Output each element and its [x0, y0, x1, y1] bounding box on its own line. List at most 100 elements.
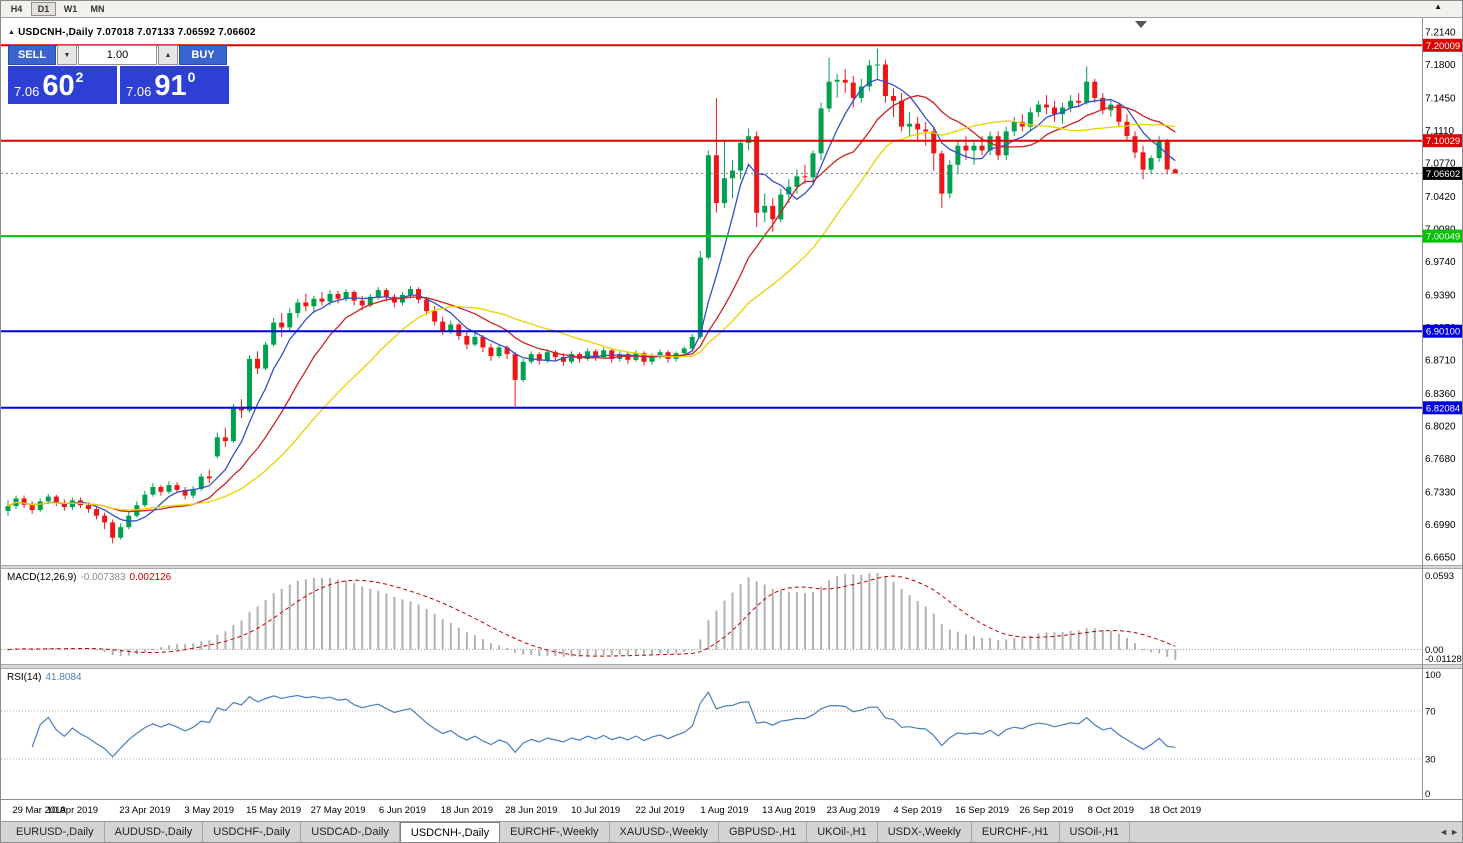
date-label: 13 Aug 2019 — [762, 805, 816, 816]
timeframe-w1-button[interactable]: W1 — [58, 2, 83, 16]
sell-price-panel[interactable]: 7.06 60 2 — [8, 66, 117, 104]
sell-price-big: 60 — [42, 70, 75, 102]
candle-body — [102, 515, 108, 523]
tab-usoil-h1[interactable]: USOil-,H1 — [1060, 822, 1131, 842]
candle-body — [247, 358, 252, 411]
tab-usdx-weekly[interactable]: USDX-,Weekly — [878, 822, 972, 842]
timeframe-d1-button[interactable]: D1 — [31, 2, 56, 16]
candle-body — [858, 86, 864, 98]
candle-body — [1172, 169, 1178, 174]
tab-gbpusd-h1[interactable]: GBPUSD-,H1 — [719, 822, 808, 842]
candle-body — [1100, 97, 1106, 111]
timeframe-toolbar: H4 D1 W1 MN ▲ — [1, 1, 1462, 18]
panel-separator-macd[interactable] — [1, 565, 1462, 569]
timeframe-mn-button[interactable]: MN — [85, 2, 110, 16]
candle-body — [730, 170, 735, 179]
svg-text:0.0593: 0.0593 — [1425, 571, 1454, 582]
candle-body — [947, 164, 953, 194]
candle-body — [899, 100, 905, 127]
tab-usdcnh-daily[interactable]: USDCNH-,Daily — [399, 822, 501, 842]
svg-text:70: 70 — [1425, 707, 1436, 718]
tab-ukoil-h1[interactable]: UKOil-,H1 — [807, 822, 878, 842]
timeframe-h4-button[interactable]: H4 — [4, 2, 29, 16]
candle-body — [995, 136, 1001, 156]
moving-average-13-line — [7, 94, 1176, 513]
svg-text:30: 30 — [1425, 755, 1436, 766]
timeframe-buttons: H4 D1 W1 MN — [4, 2, 110, 16]
panel-separator-rsi[interactable] — [1, 664, 1462, 669]
candle-body — [762, 205, 768, 213]
main-price-chart[interactable]: 7.2140 7.1800 7.1450 7.1110 7.0770 7.0420 7.00… — [1, 18, 1463, 565]
candle-body — [786, 186, 792, 195]
tab-audusd-daily[interactable]: AUDUSD-,Daily — [105, 822, 204, 842]
candle-body — [625, 354, 631, 360]
tab-scroll-right-icon[interactable]: ► — [1450, 827, 1461, 837]
tab-eurchf-weekly[interactable]: EURCHF-,Weekly — [500, 822, 610, 842]
candle-body — [987, 136, 993, 151]
sell-button[interactable]: SELL — [8, 45, 56, 65]
svg-text:6.82084: 6.82084 — [1426, 403, 1460, 414]
tab-xauusd-weekly[interactable]: XAUUSD-,Weekly — [610, 822, 719, 842]
price-axis-separator — [1422, 18, 1423, 819]
date-label: 4 Sep 2019 — [893, 805, 942, 816]
candle-body — [1060, 107, 1066, 115]
tab-scroll-left-icon[interactable]: ◄ — [1439, 827, 1451, 837]
candle-body — [979, 145, 985, 151]
tab-eurusd-daily[interactable]: EURUSD-,Daily — [6, 822, 105, 842]
candle-body — [375, 290, 381, 297]
date-label: 22 Jul 2019 — [635, 805, 685, 816]
symbol-marker-icon: ▲ — [8, 29, 16, 36]
rsi-name: RSI(14) — [7, 672, 42, 683]
candle-body — [263, 344, 269, 369]
svg-text:6.6990: 6.6990 — [1425, 520, 1456, 531]
chart-title: ▲ USDCNH-,Daily 7.07018 7.07133 7.06592 7… — [8, 27, 256, 38]
volume-input[interactable] — [78, 45, 157, 65]
candle-body — [955, 145, 961, 165]
candle-body — [1116, 104, 1122, 122]
svg-text:7.1800: 7.1800 — [1425, 60, 1456, 71]
date-label: 27 May 2019 — [310, 805, 366, 816]
candle-body — [319, 298, 325, 302]
candle-body — [915, 123, 921, 130]
svg-text:6.9390: 6.9390 — [1425, 290, 1456, 301]
sell-price-sup: 2 — [75, 69, 84, 85]
macd-indicator-panel[interactable]: 0.0593 0.00-0.011289 — [1, 569, 1463, 665]
price-tag — [1422, 166, 1462, 180]
candle-body — [327, 293, 333, 302]
buy-price-panel[interactable]: 7.06 91 0 — [120, 66, 229, 104]
chart-tab-bar: EURUSD-,Daily AUDUSD-,Daily USDCHF-,Daily U… — [1, 821, 1462, 842]
date-label: 18 Jun 2019 — [440, 805, 493, 816]
volume-increase-button[interactable]: ▲ — [158, 45, 178, 65]
tab-scroll-arrows[interactable]: ◄► — [1439, 827, 1461, 837]
candle-body — [150, 487, 156, 495]
date-label: 6 Jun 2019 — [378, 805, 426, 816]
tab-usdcad-daily[interactable]: USDCAD-,Daily — [301, 822, 400, 842]
chart-shift-marker-icon — [1135, 21, 1147, 28]
buy-button[interactable]: BUY — [179, 45, 227, 65]
candle-body — [424, 299, 430, 312]
candle-body — [641, 353, 647, 362]
svg-text:7.20009: 7.20009 — [1426, 41, 1460, 52]
candle-body — [37, 501, 43, 510]
candle-body — [1156, 140, 1162, 159]
price-tag — [1422, 134, 1462, 148]
date-axis[interactable]: 29 Mar 2019 10 Apr 2019 23 Apr 2019 3 May 2… — [1, 799, 1462, 821]
svg-text:6.90100: 6.90100 — [1426, 327, 1460, 338]
candle-body — [850, 82, 856, 98]
svg-text:7.10029: 7.10029 — [1426, 136, 1460, 147]
candle-body — [705, 155, 711, 258]
candle-body — [416, 289, 422, 300]
candle-body — [770, 205, 776, 220]
tab-usdchf-daily[interactable]: USDCHF-,Daily — [203, 822, 302, 842]
svg-text:7.0420: 7.0420 — [1425, 192, 1456, 203]
volume-decrease-button[interactable]: ▼ — [57, 45, 77, 65]
chart-symbol-period: USDCNH-,Daily — [18, 27, 94, 38]
svg-text:7.00049: 7.00049 — [1426, 232, 1460, 243]
tab-eurchf-h1[interactable]: EURCHF-,H1 — [972, 822, 1060, 842]
candle-body — [158, 487, 164, 492]
svg-text:0: 0 — [1425, 789, 1430, 800]
macd-label: MACD(12,26,9) -0.007383 0.002126 — [7, 572, 171, 583]
candle-body — [923, 129, 929, 132]
candle-body — [738, 142, 744, 171]
rsi-indicator-panel[interactable]: 100 70 30 0 — [1, 669, 1463, 800]
